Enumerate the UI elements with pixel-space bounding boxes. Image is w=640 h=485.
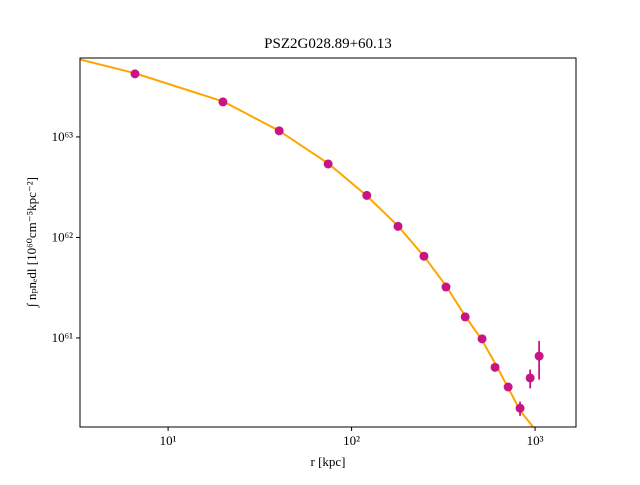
data-point [218, 97, 228, 107]
data-point [460, 312, 470, 322]
data-point [490, 362, 500, 372]
data-point [503, 382, 513, 392]
y-tick-label: 10⁶² [52, 229, 74, 244]
data-point [534, 351, 544, 361]
y-tick-label: 10⁶¹ [52, 330, 74, 345]
data-point [441, 282, 451, 292]
data-point [419, 251, 429, 261]
y-tick-label: 10⁶³ [52, 129, 74, 144]
data-point [362, 190, 372, 200]
x-tick-label: 10³ [527, 433, 544, 448]
plot-area [80, 58, 544, 427]
y-axis-label: ∫ nₚnₑdl [10⁶⁰cm⁻⁵kpc⁻²] [24, 177, 40, 308]
model-line [80, 58, 534, 427]
chart-title: PSZ2G028.89+60.13 [264, 36, 392, 52]
axes-frame [79, 57, 577, 428]
data-point [130, 69, 140, 79]
data-point [323, 159, 333, 169]
data-point [525, 373, 535, 383]
data-point [393, 221, 403, 231]
x-tick-label: 10² [343, 433, 360, 448]
x-tick-label: 10¹ [160, 433, 177, 448]
x-axis-label: r [kpc] [310, 454, 345, 469]
data-point [477, 334, 487, 344]
data-point [515, 403, 525, 413]
data-point [274, 126, 284, 136]
